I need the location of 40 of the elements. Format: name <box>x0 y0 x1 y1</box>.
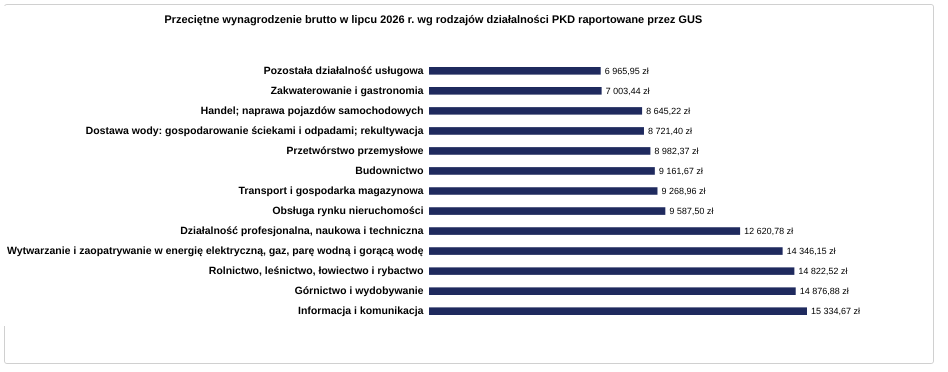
y-tick-label: Obsługa rynku nieruchomości <box>272 205 424 218</box>
y-tick-label: Górnictwo i wydobywanie <box>294 285 424 298</box>
bar <box>429 147 650 155</box>
data-label: 14 822,52 zł <box>798 266 848 276</box>
y-tick-label: Informacja i komunikacja <box>298 305 424 318</box>
y-tick-label: Przetwórstwo przemysłowe <box>286 144 424 157</box>
y-tick-label: Wytwarzanie i zaopatrywanie w energię elektryczną, gaz, parę wodną i gorącą wodę <box>7 245 424 258</box>
chart-title: Przeciętne wynagrodzenie brutto w lipcu 2026 r. wg rodzajów działalności PKD raportowane przez GUS <box>164 14 702 26</box>
bar <box>429 127 644 135</box>
data-label: 14 346,15 zł <box>786 246 836 256</box>
y-tick-label: Handel; naprawa pojazdów samochodowych <box>200 104 424 117</box>
data-label: 9 587,50 zł <box>669 206 714 216</box>
y-tick-label: Dostawa wody: gospodarowanie ściekami i odpadami; rekultywacja <box>86 124 424 137</box>
bar <box>429 207 666 215</box>
bar <box>429 87 602 95</box>
data-label: 8 982,37 zł <box>654 146 698 156</box>
data-label: 14 876,88 zł <box>800 286 849 296</box>
y-tick-label: Zakwaterowanie i gastronomia <box>270 84 424 97</box>
bar <box>429 227 740 235</box>
data-label: 8 645,22 zł <box>646 106 690 116</box>
bar <box>429 67 601 75</box>
y-tick-label: Rolnictwo, leśnictwo, łowiectwo i rybactwo <box>208 265 424 278</box>
data-label: 9 161,67 zł <box>658 166 703 176</box>
bar <box>429 287 796 295</box>
data-label: 8 721,40 zł <box>648 126 692 136</box>
data-label: 7 003,44 zł <box>606 86 650 96</box>
y-tick-label: Pozostała działalność usługowa <box>264 64 424 77</box>
data-label: 15 334,67 zł <box>811 306 860 316</box>
y-tick-label: Budownictwo <box>355 164 424 177</box>
bar <box>429 307 807 315</box>
data-label: 9 268,96 zł <box>661 186 706 196</box>
data-label: 12 620,78 zł <box>744 226 794 236</box>
bar <box>429 247 783 255</box>
y-tick-label: Transport i gospodarka magazynowa <box>238 185 424 197</box>
data-label: 6 965,95 zł <box>604 66 649 76</box>
bar <box>429 267 794 275</box>
bar <box>429 167 655 175</box>
bar <box>429 107 642 115</box>
bar <box>429 187 658 195</box>
y-tick-label: Działalność profesjonalna, naukowa i techniczna <box>180 225 424 238</box>
